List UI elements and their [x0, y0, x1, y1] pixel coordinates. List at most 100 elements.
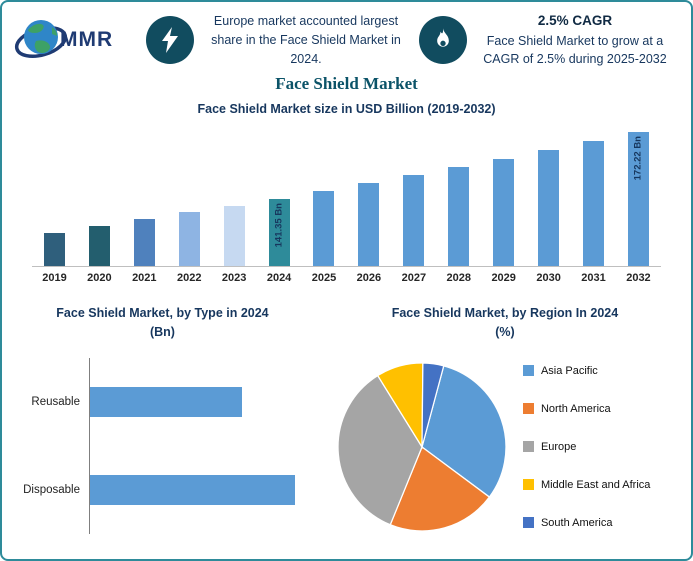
region-chart-title-line2: (%) [495, 325, 515, 339]
page-title: Face Shield Market [275, 74, 418, 94]
x-axis-label-2030: 2030 [536, 272, 561, 285]
x-axis-label-2027: 2027 [401, 272, 427, 285]
x-axis-label-2026: 2026 [356, 272, 382, 285]
bar-slot: 172.22 Bn [616, 126, 661, 267]
market-size-chart: Face Shield Market size in USD Billion (… [2, 102, 691, 284]
type-chart-title-line1: Face Shield Market, by Type in 2024 [56, 306, 269, 321]
flame-icon [437, 28, 449, 47]
region-chart-title-line1: Face Shield Market, by Region In 2024 [391, 306, 619, 321]
bar-slot [526, 126, 571, 267]
logo-text: MMR [60, 28, 114, 52]
bar-chart-x-axis: 2019 2020 2021 2022 2023 2024 2025 2026 2027 2028… [32, 272, 661, 284]
flame-badge [419, 16, 467, 65]
lightning-badge [146, 16, 194, 65]
legend-swatch [522, 403, 534, 415]
legend-item-europe: Europe [522, 440, 650, 453]
bar-value-label: 172.22 Bn [632, 136, 644, 181]
bar-slot: 141.35 Bn [257, 126, 302, 267]
bar-slot [212, 126, 257, 267]
legend-swatch [522, 517, 534, 529]
type-chart-section: Face Shield Market, by Type in 2024 (Bn)… [2, 298, 319, 542]
region-legend: Asia Pacific North America Europe Middle Ea… [522, 352, 651, 542]
bar-2025 [313, 191, 335, 267]
legend-swatch [522, 479, 534, 491]
bar-2026 [358, 183, 380, 267]
left-callout-text: Europe market accounted largest share in… [211, 14, 401, 66]
x-axis-label-2023: 2023 [221, 272, 247, 285]
legend-swatch [522, 441, 534, 453]
type-chart-plot [89, 357, 307, 534]
bar-slot [32, 126, 77, 267]
pie-slice-europe [337, 374, 423, 526]
x-axis-label-2031: 2031 [581, 272, 606, 285]
legend-swatch [522, 365, 534, 377]
bar-slot [391, 126, 436, 267]
legend-item-asia-pacific: Asia Pacific [522, 364, 650, 377]
bar-2024: 141.35 Bn [268, 198, 290, 267]
bar-2019 [43, 232, 65, 267]
bar-2020 [88, 226, 110, 267]
region-pie-chart [337, 362, 507, 532]
cagr-callout: 2.5% CAGR Face Shield Market to grow at … [419, 13, 673, 68]
x-axis-label-2032: 2032 [626, 272, 651, 285]
bar-slot [122, 126, 167, 267]
bar-2028 [448, 167, 470, 267]
bar-slot [571, 126, 616, 267]
bar-slot [167, 126, 212, 267]
hbar-cell [90, 358, 307, 446]
bar-2023 [223, 205, 245, 267]
globe-icon [14, 20, 68, 59]
header: MMR Europe market accounted largest shar… [2, 2, 691, 70]
cagr-description: Face Shield Market to grow at a CAGR of … [483, 33, 667, 66]
legend-label: Middle East and Africa [540, 478, 651, 491]
region-chart-section: Face Shield Market, by Region In 2024 (%… [319, 298, 691, 542]
bar-2021 [133, 219, 155, 267]
x-axis-label-2019: 2019 [42, 272, 67, 285]
type-chart-category-labels: Reusable Disposable [8, 358, 89, 534]
hbar-cell [90, 446, 307, 534]
mmr-logo: MMR [14, 13, 136, 67]
legend-item-north-america: North America [522, 403, 650, 415]
legend-item-south-america: South America [522, 516, 650, 529]
bar-2029 [493, 158, 515, 267]
bar-chart-plot: 141.35 Bn 172.22 Bn [32, 126, 661, 268]
pie-slice-asia-pacific [421, 364, 507, 498]
bar-slot [346, 126, 391, 267]
legend-item-middle-east-and-africa: Middle East and Africa [522, 478, 651, 491]
x-axis-label-2024: 2024 [266, 272, 292, 285]
category-label-reusable: Reusable [31, 395, 80, 408]
type-chart-title-line2: (Bn) [149, 325, 175, 339]
x-axis-label-2022: 2022 [176, 272, 202, 285]
bar-2027 [403, 175, 425, 267]
bar-value-label: 141.35 Bn [273, 202, 285, 248]
bar-2032: 172.22 Bn [627, 132, 649, 267]
x-axis-label-2029: 2029 [491, 272, 516, 285]
bar-slot [302, 126, 347, 267]
bar-2031 [583, 141, 605, 267]
pie-slice-south-america [421, 362, 445, 447]
x-axis-label-2021: 2021 [132, 272, 157, 285]
cagr-title: 2.5% CAGR [537, 12, 613, 28]
bar-disposable [90, 474, 295, 505]
x-axis-label-2028: 2028 [446, 272, 471, 285]
bar-slot [481, 126, 526, 267]
cagr-text-block: 2.5% CAGR Face Shield Market to grow at … [477, 13, 673, 68]
bar-2030 [538, 150, 560, 267]
category-label-disposable: Disposable [23, 483, 80, 496]
x-axis-label-2025: 2025 [311, 272, 337, 285]
lightning-icon [162, 27, 178, 54]
legend-label: Europe [540, 440, 577, 453]
type-chart-title: Face Shield Market, by Type in 2024 (Bn) [6, 304, 319, 342]
bar-slot [77, 126, 122, 267]
bottom-section: Face Shield Market, by Type in 2024 (Bn)… [2, 298, 691, 542]
region-pie-wrap: Asia Pacific North America Europe Middle Ea… [319, 342, 691, 542]
pie-slice-north-america [389, 445, 491, 532]
region-chart-title: Face Shield Market, by Region In 2024 (%… [319, 304, 691, 342]
type-bar-chart: Reusable Disposable [6, 342, 319, 534]
market-size-chart-title: Face Shield Market size in USD Billion (… [197, 102, 496, 117]
bar-slot [436, 126, 481, 267]
legend-label: South America [540, 516, 613, 529]
x-axis-label-2020: 2020 [87, 272, 112, 285]
legend-label: Asia Pacific [540, 364, 598, 377]
